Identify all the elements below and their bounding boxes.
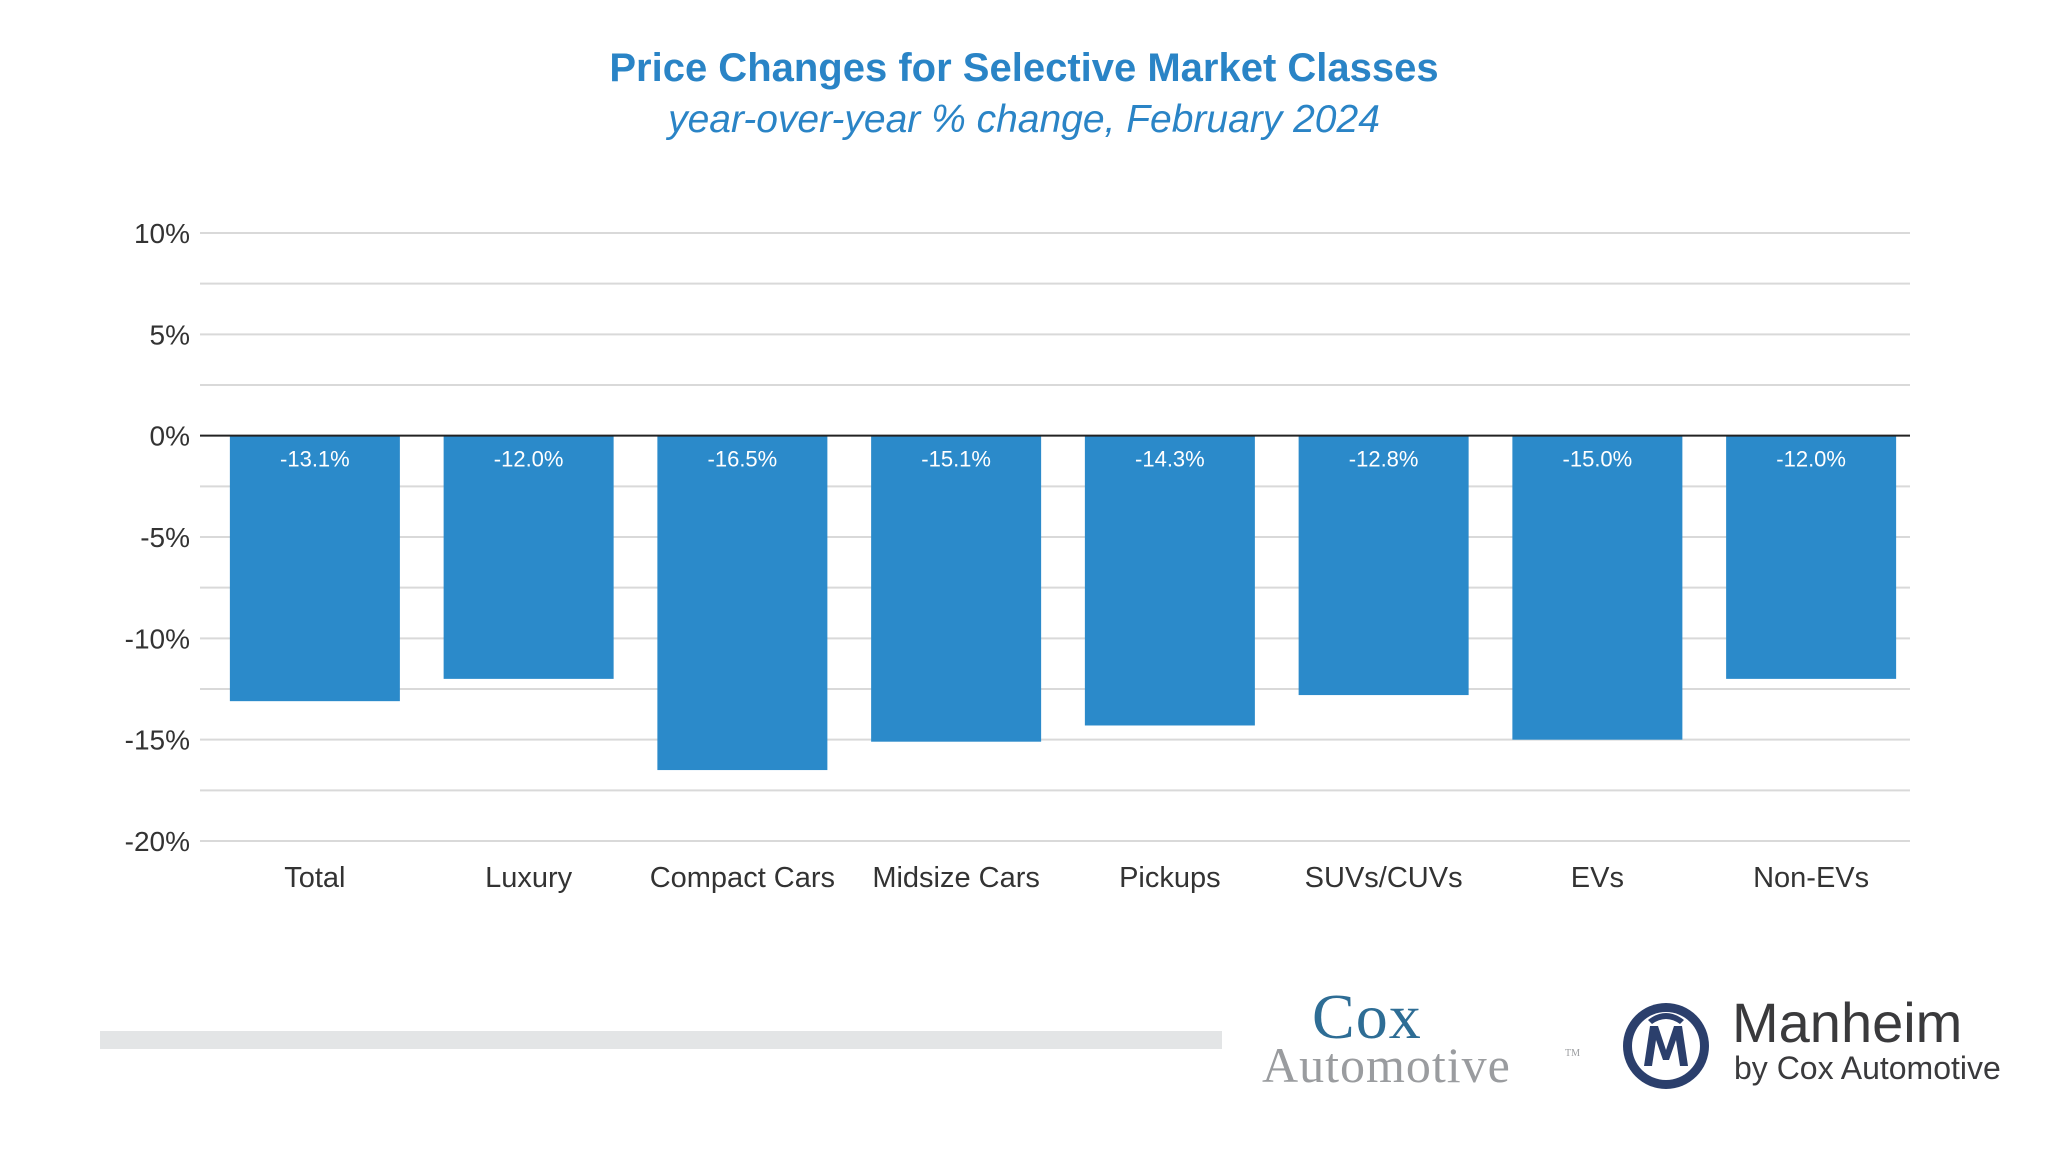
y-tick-label: -20% (125, 826, 190, 857)
bar (1298, 435, 1469, 696)
y-tick-label: 0% (150, 421, 190, 452)
y-tick-label: 10% (134, 218, 190, 249)
data-label: -15.1% (921, 447, 991, 472)
manheim-logo-byline: by Cox Automotive (1734, 1050, 2001, 1086)
manheim-logo-name: Manheim (1732, 991, 1963, 1054)
bar (1084, 435, 1255, 726)
x-category-label: EVs (1571, 862, 1624, 894)
data-label: -15.0% (1563, 447, 1633, 472)
x-category-label: Pickups (1119, 862, 1221, 894)
cox-logo-trademark: TM (1565, 1048, 1580, 1059)
bar (1512, 435, 1683, 740)
bar (229, 435, 400, 702)
x-category-label: Midsize Cars (872, 862, 1040, 894)
chart-subtitle: year-over-year % change, February 2024 (668, 98, 1380, 141)
x-category-label: Luxury (485, 862, 573, 894)
cox-automotive-logo: Cox Automotive TM (1262, 980, 1592, 1093)
bar (871, 435, 1042, 742)
data-label: -16.5% (708, 447, 778, 472)
x-category-label: Total (284, 862, 345, 894)
y-tick-label: -10% (125, 623, 190, 654)
manheim-logo: Manheim by Cox Automotive (1620, 991, 2040, 1096)
y-tick-label: -15% (125, 725, 190, 756)
y-tick-label: -5% (140, 522, 190, 553)
data-label: -12.0% (1776, 447, 1846, 472)
data-label: -13.1% (280, 447, 350, 472)
cox-logo-top-text: Cox (1312, 981, 1422, 1052)
data-label: -12.0% (494, 447, 564, 472)
data-label: -12.8% (1349, 447, 1419, 472)
bar (443, 435, 614, 679)
chart-title: Price Changes for Selective Market Class… (609, 46, 1439, 90)
data-label: -14.3% (1135, 447, 1205, 472)
bar (657, 435, 828, 771)
y-tick-label: 5% (150, 319, 190, 350)
cox-logo-bottom-text: Automotive (1262, 1037, 1511, 1093)
footer-bar (100, 1031, 1222, 1049)
bar (1726, 435, 1897, 679)
manheim-m-icon (1623, 1003, 1709, 1089)
x-category-label: Non-EVs (1753, 862, 1869, 894)
x-category-label: Compact Cars (650, 862, 835, 894)
x-category-label: SUVs/CUVs (1305, 862, 1463, 894)
